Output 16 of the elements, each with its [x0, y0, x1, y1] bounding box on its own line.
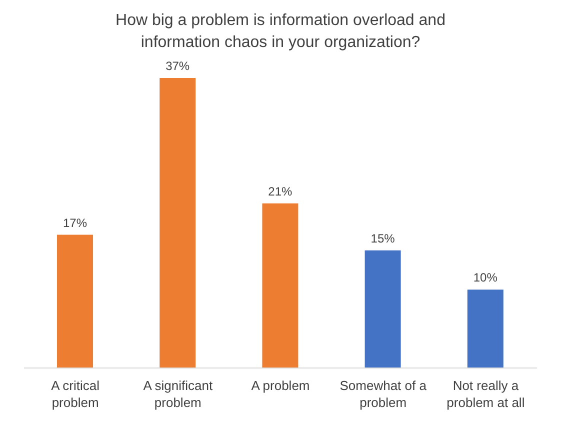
- data-label: 10%: [473, 270, 498, 285]
- bar: [160, 78, 196, 368]
- data-label: 15%: [370, 231, 396, 246]
- x-tick-label: A significant problem: [143, 378, 213, 410]
- x-tick-label: Not really a problem at all: [446, 378, 525, 410]
- bar: [57, 234, 93, 368]
- x-tick-label: A critical problem: [51, 378, 100, 410]
- x-tick-label: Somewhat of a problem: [340, 378, 428, 410]
- x-tick-label: A problem: [251, 378, 310, 393]
- bar: [467, 290, 504, 368]
- data-label: 17%: [62, 216, 88, 230]
- bar: [262, 203, 298, 368]
- bar: [364, 250, 401, 368]
- chart-title: How big a problem is information overload and information chaos in your organization?: [114, 11, 446, 53]
- data-label: 37%: [166, 59, 190, 73]
- data-label: 21%: [268, 184, 293, 198]
